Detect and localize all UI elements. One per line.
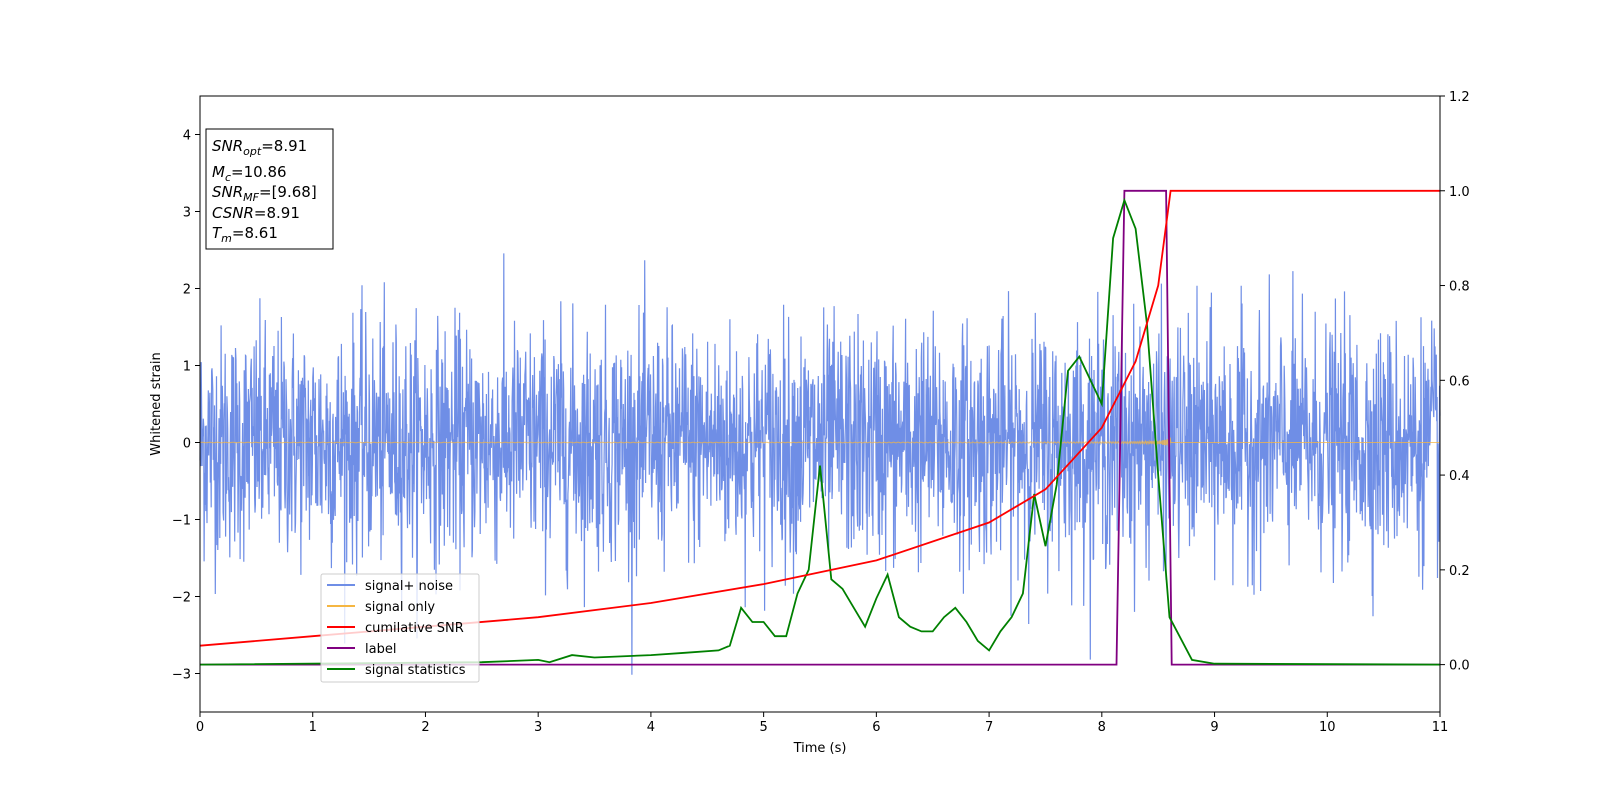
y-right-tick-label: 0.0: [1449, 659, 1470, 674]
x-tick-label: 7: [985, 720, 993, 735]
legend-item-signal-only: signal only: [327, 600, 435, 615]
legend-item-signal-statistics: signal statistics: [327, 663, 466, 678]
x-tick-label: 3: [534, 720, 542, 735]
info-snr-opt: SNRopt=8.91: [212, 137, 307, 158]
x-tick-label: 5: [759, 720, 767, 735]
y-tick-label: −2: [172, 591, 191, 606]
legend-label-signal-statistics: signal statistics: [365, 663, 466, 678]
y-tick-label: 2: [183, 283, 191, 298]
y-axis-label: Whitened strain: [149, 352, 164, 455]
info-csnr: CSNR=8.91: [212, 204, 300, 222]
x-tick-label: 9: [1210, 720, 1218, 735]
legend-label-signal-noise: signal+ noise: [365, 579, 453, 594]
y-right-tick-label: 0.6: [1449, 374, 1470, 389]
x-tick-label: 10: [1319, 720, 1336, 735]
legend-label-signal-only: signal only: [365, 600, 435, 615]
x-axis-label: Time (s): [793, 741, 847, 756]
y-right-tick-label: 0.8: [1449, 280, 1470, 295]
plot-frame: [199, 95, 1441, 713]
x-tick-label: 1: [309, 720, 317, 735]
info-snr-mf: SNRMF=[9.68]: [212, 183, 317, 204]
series-line-signal-only: [199, 437, 1440, 449]
legend-item-label: label: [327, 642, 396, 657]
legend: signal+ noise signal only cumilative SNR…: [320, 573, 480, 683]
legend-label-cumulative-snr: cumilative SNR: [365, 621, 464, 636]
x-tick-label: 6: [872, 720, 880, 735]
x-tick-label: 0: [196, 720, 204, 735]
x-tick-label: 4: [647, 720, 655, 735]
x-tick-label: 2: [421, 720, 429, 735]
legend-label-label: label: [365, 642, 396, 657]
info-box: SNRopt=8.91 Mc=10.86 SNRMF=[9.68] CSNR=8…: [205, 128, 334, 250]
y-right-tick-label: 1.0: [1449, 185, 1470, 200]
y-tick-label: 4: [183, 129, 191, 144]
info-tm: Tm=8.61: [212, 224, 278, 245]
legend-item-cumulative-snr: cumilative SNR: [327, 621, 464, 636]
legend-item-signal-noise: signal+ noise: [327, 579, 453, 594]
y-right-tick-label: 0.4: [1449, 469, 1470, 484]
series-line-signal-noise: [199, 253, 1441, 675]
y-tick-label: 0: [183, 437, 191, 452]
y-tick-label: −1: [172, 514, 191, 529]
y-tick-label: 3: [183, 206, 191, 221]
series-line-signal-statistics: [199, 197, 1441, 666]
y-right-tick-label: 1.2: [1449, 90, 1470, 105]
y-tick-label: −3: [172, 668, 191, 683]
y-tick-label: 1: [183, 360, 191, 375]
x-tick-label: 8: [1098, 720, 1106, 735]
y-right-tick-label: 0.2: [1449, 564, 1470, 579]
info-mc: Mc=10.86: [212, 163, 287, 184]
x-tick-label: 11: [1432, 720, 1449, 735]
